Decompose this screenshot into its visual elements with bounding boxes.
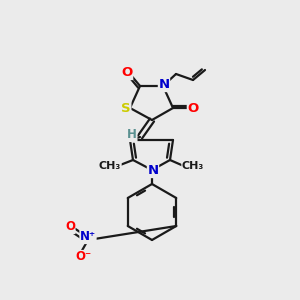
Text: CH₃: CH₃	[182, 161, 204, 171]
Text: H: H	[127, 128, 137, 142]
Text: CH₃: CH₃	[99, 161, 121, 171]
Text: O: O	[188, 101, 199, 115]
Text: S: S	[121, 101, 131, 115]
Text: O⁻: O⁻	[75, 250, 91, 263]
Text: N⁺: N⁺	[80, 230, 96, 244]
Text: O: O	[65, 220, 75, 233]
Text: N: N	[158, 79, 169, 92]
Text: N: N	[147, 164, 159, 178]
Text: O: O	[122, 67, 133, 80]
